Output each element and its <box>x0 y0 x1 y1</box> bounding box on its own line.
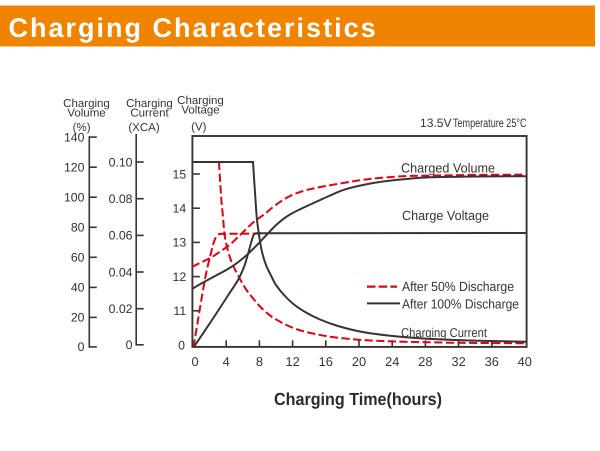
svg-text:12: 12 <box>173 270 187 284</box>
svg-text:0.02: 0.02 <box>109 302 133 316</box>
svg-text:0: 0 <box>178 339 185 353</box>
svg-text:0: 0 <box>191 354 198 369</box>
svg-text:0.04: 0.04 <box>109 265 133 279</box>
svg-text:After 50% Discharge: After 50% Discharge <box>402 279 514 294</box>
svg-text:(%): (%) <box>73 122 91 134</box>
svg-text:40: 40 <box>518 354 532 369</box>
svg-text:8: 8 <box>256 354 263 369</box>
svg-text:Volume: Volume <box>67 108 105 120</box>
svg-text:32: 32 <box>451 354 465 369</box>
svg-text:0: 0 <box>78 340 85 354</box>
svg-text:After 100% Discharge: After 100% Discharge <box>402 296 519 311</box>
svg-text:Current: Current <box>130 108 169 120</box>
svg-text:15: 15 <box>173 167 187 181</box>
svg-text:140: 140 <box>64 130 85 144</box>
svg-text:40: 40 <box>71 281 85 295</box>
svg-text:13: 13 <box>173 236 187 250</box>
svg-text:Charging: Charging <box>177 95 224 107</box>
svg-text:100: 100 <box>64 191 85 205</box>
svg-text:14: 14 <box>173 202 187 216</box>
svg-text:120: 120 <box>64 161 85 175</box>
svg-text:Voltage: Voltage <box>181 105 219 117</box>
svg-text:Charging Current: Charging Current <box>401 325 487 340</box>
svg-text:36: 36 <box>485 354 499 369</box>
svg-text:(XCA): (XCA) <box>128 122 159 134</box>
svg-text:20: 20 <box>352 354 366 369</box>
svg-text:24: 24 <box>385 354 399 369</box>
svg-text:Charge Voltage: Charge Voltage <box>402 208 489 223</box>
svg-text:13.5V: 13.5V <box>420 116 452 130</box>
svg-text:Temperature 25°C: Temperature 25°C <box>453 116 527 130</box>
svg-text:(V): (V) <box>191 122 207 134</box>
svg-text:16: 16 <box>319 354 333 369</box>
svg-text:60: 60 <box>71 251 85 265</box>
svg-text:28: 28 <box>418 354 432 369</box>
svg-text:0.10: 0.10 <box>109 155 133 169</box>
svg-text:Charging Time(hours): Charging Time(hours) <box>274 389 442 409</box>
svg-text:0.06: 0.06 <box>109 229 133 243</box>
svg-text:Charging: Charging <box>126 98 173 110</box>
svg-text:Charging: Charging <box>63 98 110 110</box>
svg-text:0: 0 <box>126 338 133 352</box>
svg-text:4: 4 <box>223 354 230 369</box>
svg-text:80: 80 <box>71 221 85 235</box>
svg-text:Charging Characteristics: Charging Characteristics <box>9 13 378 43</box>
svg-text:11: 11 <box>173 304 186 318</box>
svg-text:0.08: 0.08 <box>109 192 133 206</box>
svg-text:12: 12 <box>285 354 299 369</box>
svg-text:Charged Volume: Charged Volume <box>401 160 495 175</box>
svg-text:20: 20 <box>71 311 85 325</box>
